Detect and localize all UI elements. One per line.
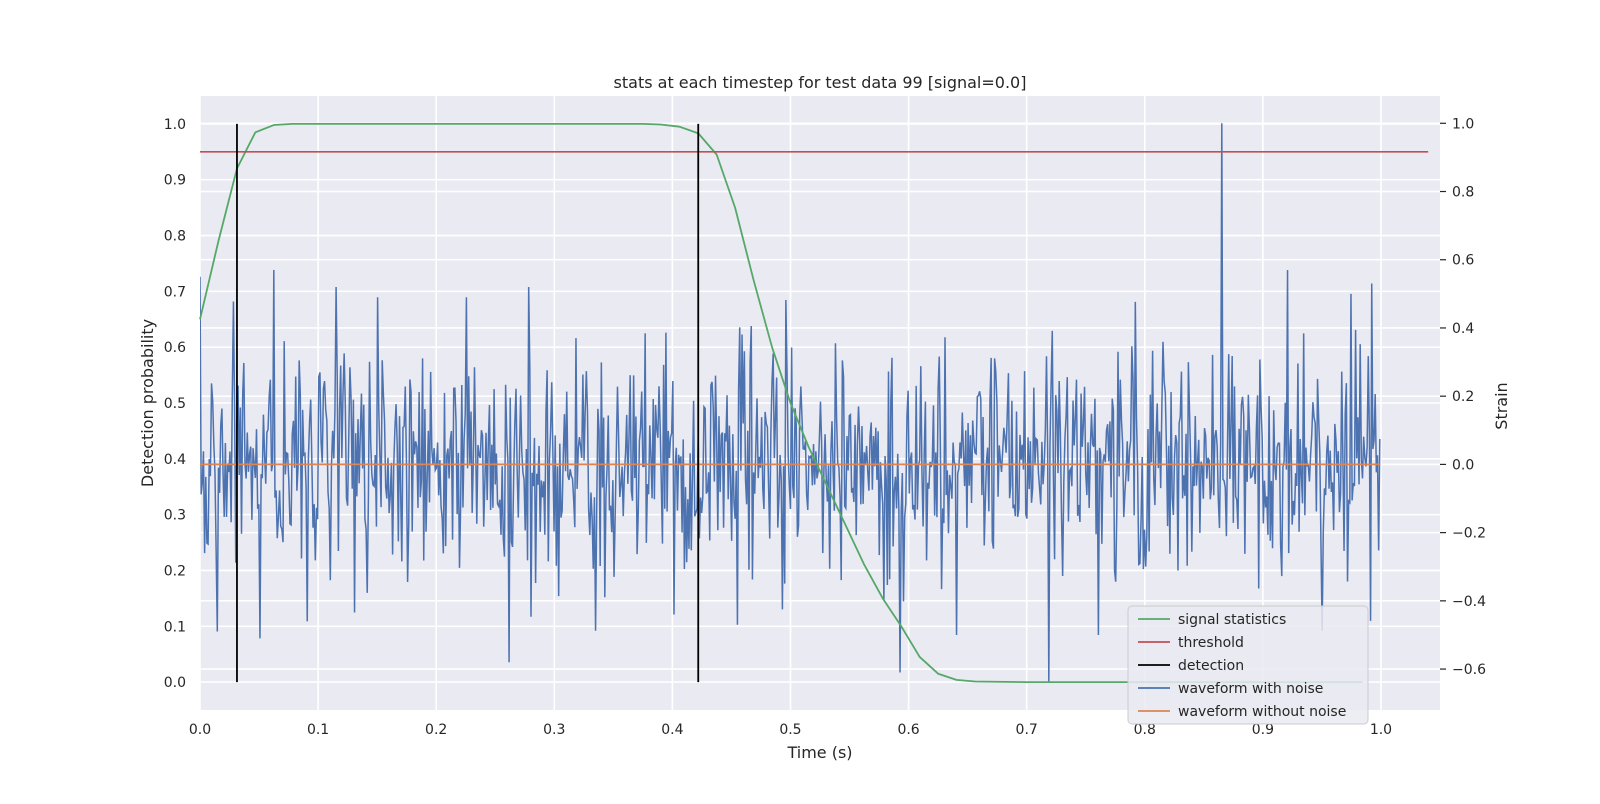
y-axis-label: Detection probability (138, 319, 157, 487)
x-tick-label: 0.3 (543, 722, 565, 738)
y-tick-label: 0.0 (164, 675, 186, 691)
y-right-tick-label: 0.4 (1452, 321, 1474, 337)
y-tick-label: 0.9 (164, 173, 186, 189)
x-tick-label: 0.0 (189, 722, 211, 738)
series-signal-statistics (199, 123, 1363, 683)
y-right-tick-label: 1.0 (1452, 116, 1474, 132)
legend: signal statistics threshold detection wavef… (1127, 605, 1369, 725)
x-tick-label: 0.4 (661, 722, 683, 738)
y-tick-label: 0.8 (164, 229, 186, 245)
x-tick-label: 0.6 (897, 722, 919, 738)
y-right-tick-label: −0.2 (1452, 526, 1486, 542)
x-tick-label: 0.7 (1016, 722, 1038, 738)
y-axis-right-label: Strain (1492, 382, 1511, 429)
y-tick-label: 1.0 (164, 117, 186, 133)
y-tick-label: 0.1 (164, 619, 186, 635)
x-tick-label: 0.1 (307, 722, 329, 738)
y-right-tick-label: 0.8 (1452, 185, 1474, 201)
y-tick-label: 0.4 (164, 452, 186, 468)
y-right-tick-label: 0.2 (1452, 389, 1474, 405)
y-right-tick-label: −0.4 (1452, 594, 1486, 610)
legend-box (1127, 605, 1369, 725)
axes: 0.0 0.1 0.2 0.3 0.4 0.5 0.6 0.7 0.8 0.9 1.0 0.0 0.1 0… (164, 116, 1486, 738)
legend-entry: detection (1178, 658, 1244, 674)
y-tick-label: 0.3 (164, 508, 186, 524)
legend-entry: waveform without noise (1178, 704, 1346, 720)
x-tick-label: 1.0 (1370, 722, 1392, 738)
legend-entry: signal statistics (1178, 612, 1286, 628)
x-tick-label: 0.9 (1252, 722, 1274, 738)
x-axis-label: Time (s) (786, 743, 852, 762)
series-waveform-with-noise (200, 123, 1381, 683)
legend-entry: waveform with noise (1178, 681, 1323, 697)
y-right-tick-label: 0.6 (1452, 253, 1474, 269)
y-right-tick-label: −0.6 (1452, 662, 1486, 678)
series-layer (199, 123, 1429, 683)
y-tick-label: 0.6 (164, 340, 186, 356)
chart-title: stats at each timestep for test data 99 … (614, 73, 1027, 92)
x-tick-label: 0.2 (425, 722, 447, 738)
x-tick-label: 0.8 (1134, 722, 1156, 738)
legend-entry: threshold (1178, 635, 1244, 651)
y-tick-label: 0.7 (164, 284, 186, 300)
y-right-tick-label: 0.0 (1452, 457, 1474, 473)
y-tick-label: 0.5 (164, 396, 186, 412)
x-tick-label: 0.5 (779, 722, 801, 738)
y-tick-label: 0.2 (164, 563, 186, 579)
